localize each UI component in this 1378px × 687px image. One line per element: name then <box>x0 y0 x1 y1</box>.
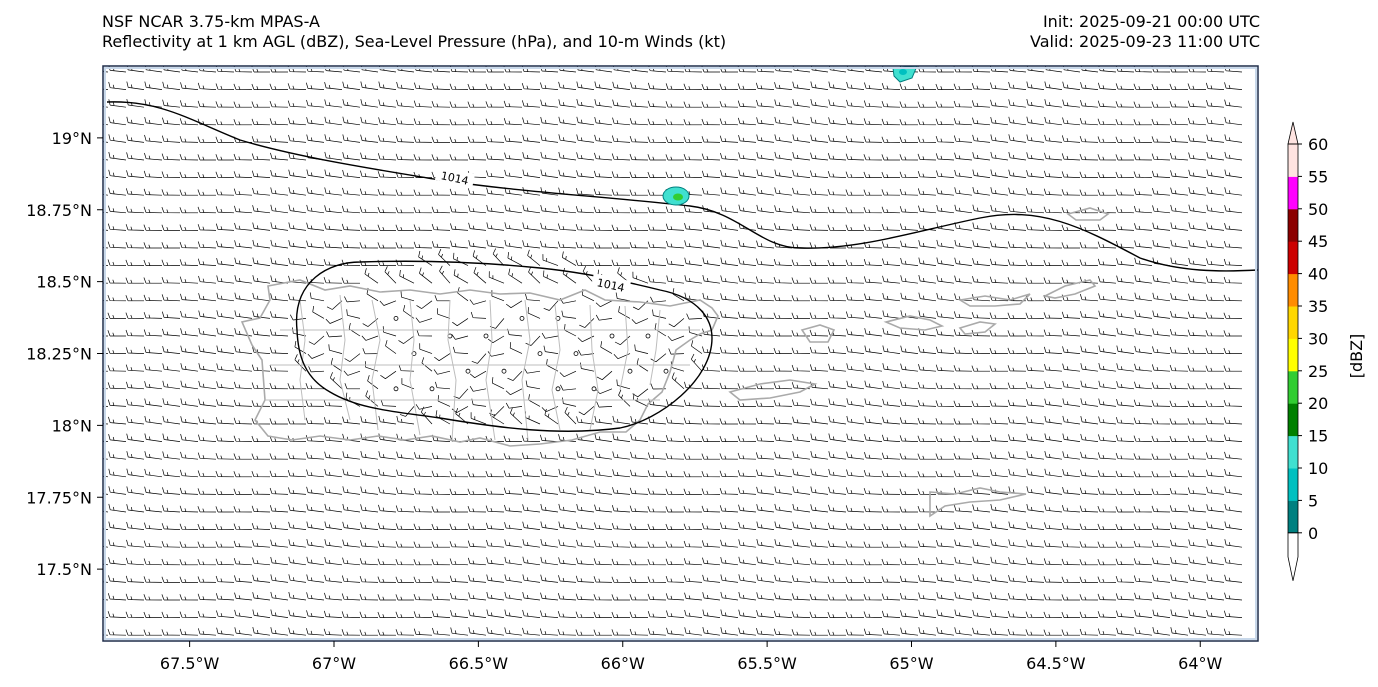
coastlines-layer <box>240 207 1110 518</box>
colorbar-tick-label: 15 <box>1308 427 1328 446</box>
vieques-coastline <box>728 379 818 401</box>
model-title: NSF NCAR 3.75-km MPAS-A <box>102 12 320 31</box>
x-tick-label: 66.5°W <box>449 654 509 673</box>
colorbar-extend-min <box>1287 532 1299 581</box>
wind-barbs <box>103 66 1243 636</box>
map-inner-border <box>104 67 1257 640</box>
culebra-coastline <box>800 324 836 343</box>
y-tick-label: 17.75°N <box>26 488 92 507</box>
colorbar-segment <box>1288 306 1298 339</box>
colorbar-tick-label: 25 <box>1308 362 1328 381</box>
colorbar-tick-label: 55 <box>1308 167 1328 186</box>
colorbar-segment <box>1288 273 1298 307</box>
echo-north-of-pr <box>662 186 690 206</box>
colorbar-label: [dBZ] <box>1347 334 1366 379</box>
latitude-axis: 19°N 18.75°N 18.5°N 18.25°N 18°N 17.75°N 17.5°… <box>26 129 103 579</box>
colorbar-tick-label: 50 <box>1308 200 1328 219</box>
isobar-1014-closed <box>295 260 713 432</box>
y-tick-label: 18.25°N <box>26 345 92 364</box>
echo-north-of-st-thomas <box>892 66 918 83</box>
x-tick-label: 67.5°W <box>160 654 220 673</box>
field-description: Reflectivity at 1 km AGL (dBZ), Sea-Leve… <box>102 32 727 51</box>
colorbar-tick-label: 35 <box>1308 297 1328 316</box>
virgin-gorda-coastline <box>1042 279 1097 299</box>
colorbar-segment <box>1288 403 1298 437</box>
y-tick-label: 18.5°N <box>36 273 92 292</box>
st-croix-coastline <box>929 487 1027 518</box>
isobar-label-1: 1014 <box>440 169 470 188</box>
isobar-1014-north <box>106 101 1258 272</box>
y-tick-label: 19°N <box>52 129 92 148</box>
colorbar-extend-max <box>1287 121 1299 145</box>
colorbar-tick-label: 60 <box>1308 135 1328 154</box>
colorbar-segment <box>1288 370 1298 404</box>
x-tick-label: 64°W <box>1178 654 1222 673</box>
colorbar-tick-label: 0 <box>1308 524 1318 543</box>
colorbar-segment <box>1288 208 1298 242</box>
colorbar-segment <box>1288 435 1298 469</box>
colorbar-segment <box>1288 468 1298 501</box>
x-tick-label: 65°W <box>889 654 933 673</box>
isobar-label-bg-2 <box>590 273 632 295</box>
x-tick-label: 64.5°W <box>1026 654 1086 673</box>
reflectivity-layer <box>662 66 918 206</box>
colorbar-segment <box>1288 144 1298 177</box>
y-tick-label: 18.75°N <box>26 201 92 220</box>
title-right: Init: 2025-09-21 00:00 UTC Valid: 2025-0… <box>1030 12 1260 52</box>
colorbar-tick-label: 40 <box>1308 265 1328 284</box>
longitude-axis: 67.5°W 67°W 66.5°W 66°W 65.5°W 65°W 64.5°W 64°W <box>160 641 1223 673</box>
colorbar-tick-label: 20 <box>1308 394 1328 413</box>
x-tick-label: 65.5°W <box>737 654 797 673</box>
st-thomas-coastline <box>883 315 945 331</box>
y-tick-label: 17.5°N <box>36 560 92 579</box>
valid-time: Valid: 2025-09-23 11:00 UTC <box>1029 32 1260 51</box>
colorbar-tick-label: 5 <box>1308 491 1318 510</box>
colorbar-segment <box>1288 338 1298 372</box>
st-john-coastline <box>958 321 997 335</box>
colorbar-tick-label: 30 <box>1308 329 1328 348</box>
init-time: Init: 2025-09-21 00:00 UTC <box>1042 12 1260 31</box>
colorbar: 0 5 10 15 20 25 30 35 40 45 50 55 60 [dBZ] <box>1287 121 1366 581</box>
y-tick-label: 18°N <box>52 416 92 435</box>
puerto-rico-coastline <box>240 279 719 447</box>
colorbar-tick-label: 45 <box>1308 232 1328 251</box>
anegada-coastline <box>1066 207 1110 221</box>
colorbar-tick-label: 10 <box>1308 459 1328 478</box>
isobar-label-2: 1014 <box>596 276 626 295</box>
colorbar-segment <box>1288 241 1298 275</box>
x-tick-label: 66°W <box>601 654 645 673</box>
colorbar-segment <box>1288 176 1298 210</box>
isobars-layer <box>106 101 1258 432</box>
isobar-label-bg-1 <box>434 166 476 188</box>
x-tick-label: 67°W <box>312 654 356 673</box>
colorbar-segment <box>1288 500 1298 534</box>
tortola-coastline <box>957 293 1031 307</box>
title-left: NSF NCAR 3.75-km MPAS-A Reflectivity at … <box>102 12 726 52</box>
